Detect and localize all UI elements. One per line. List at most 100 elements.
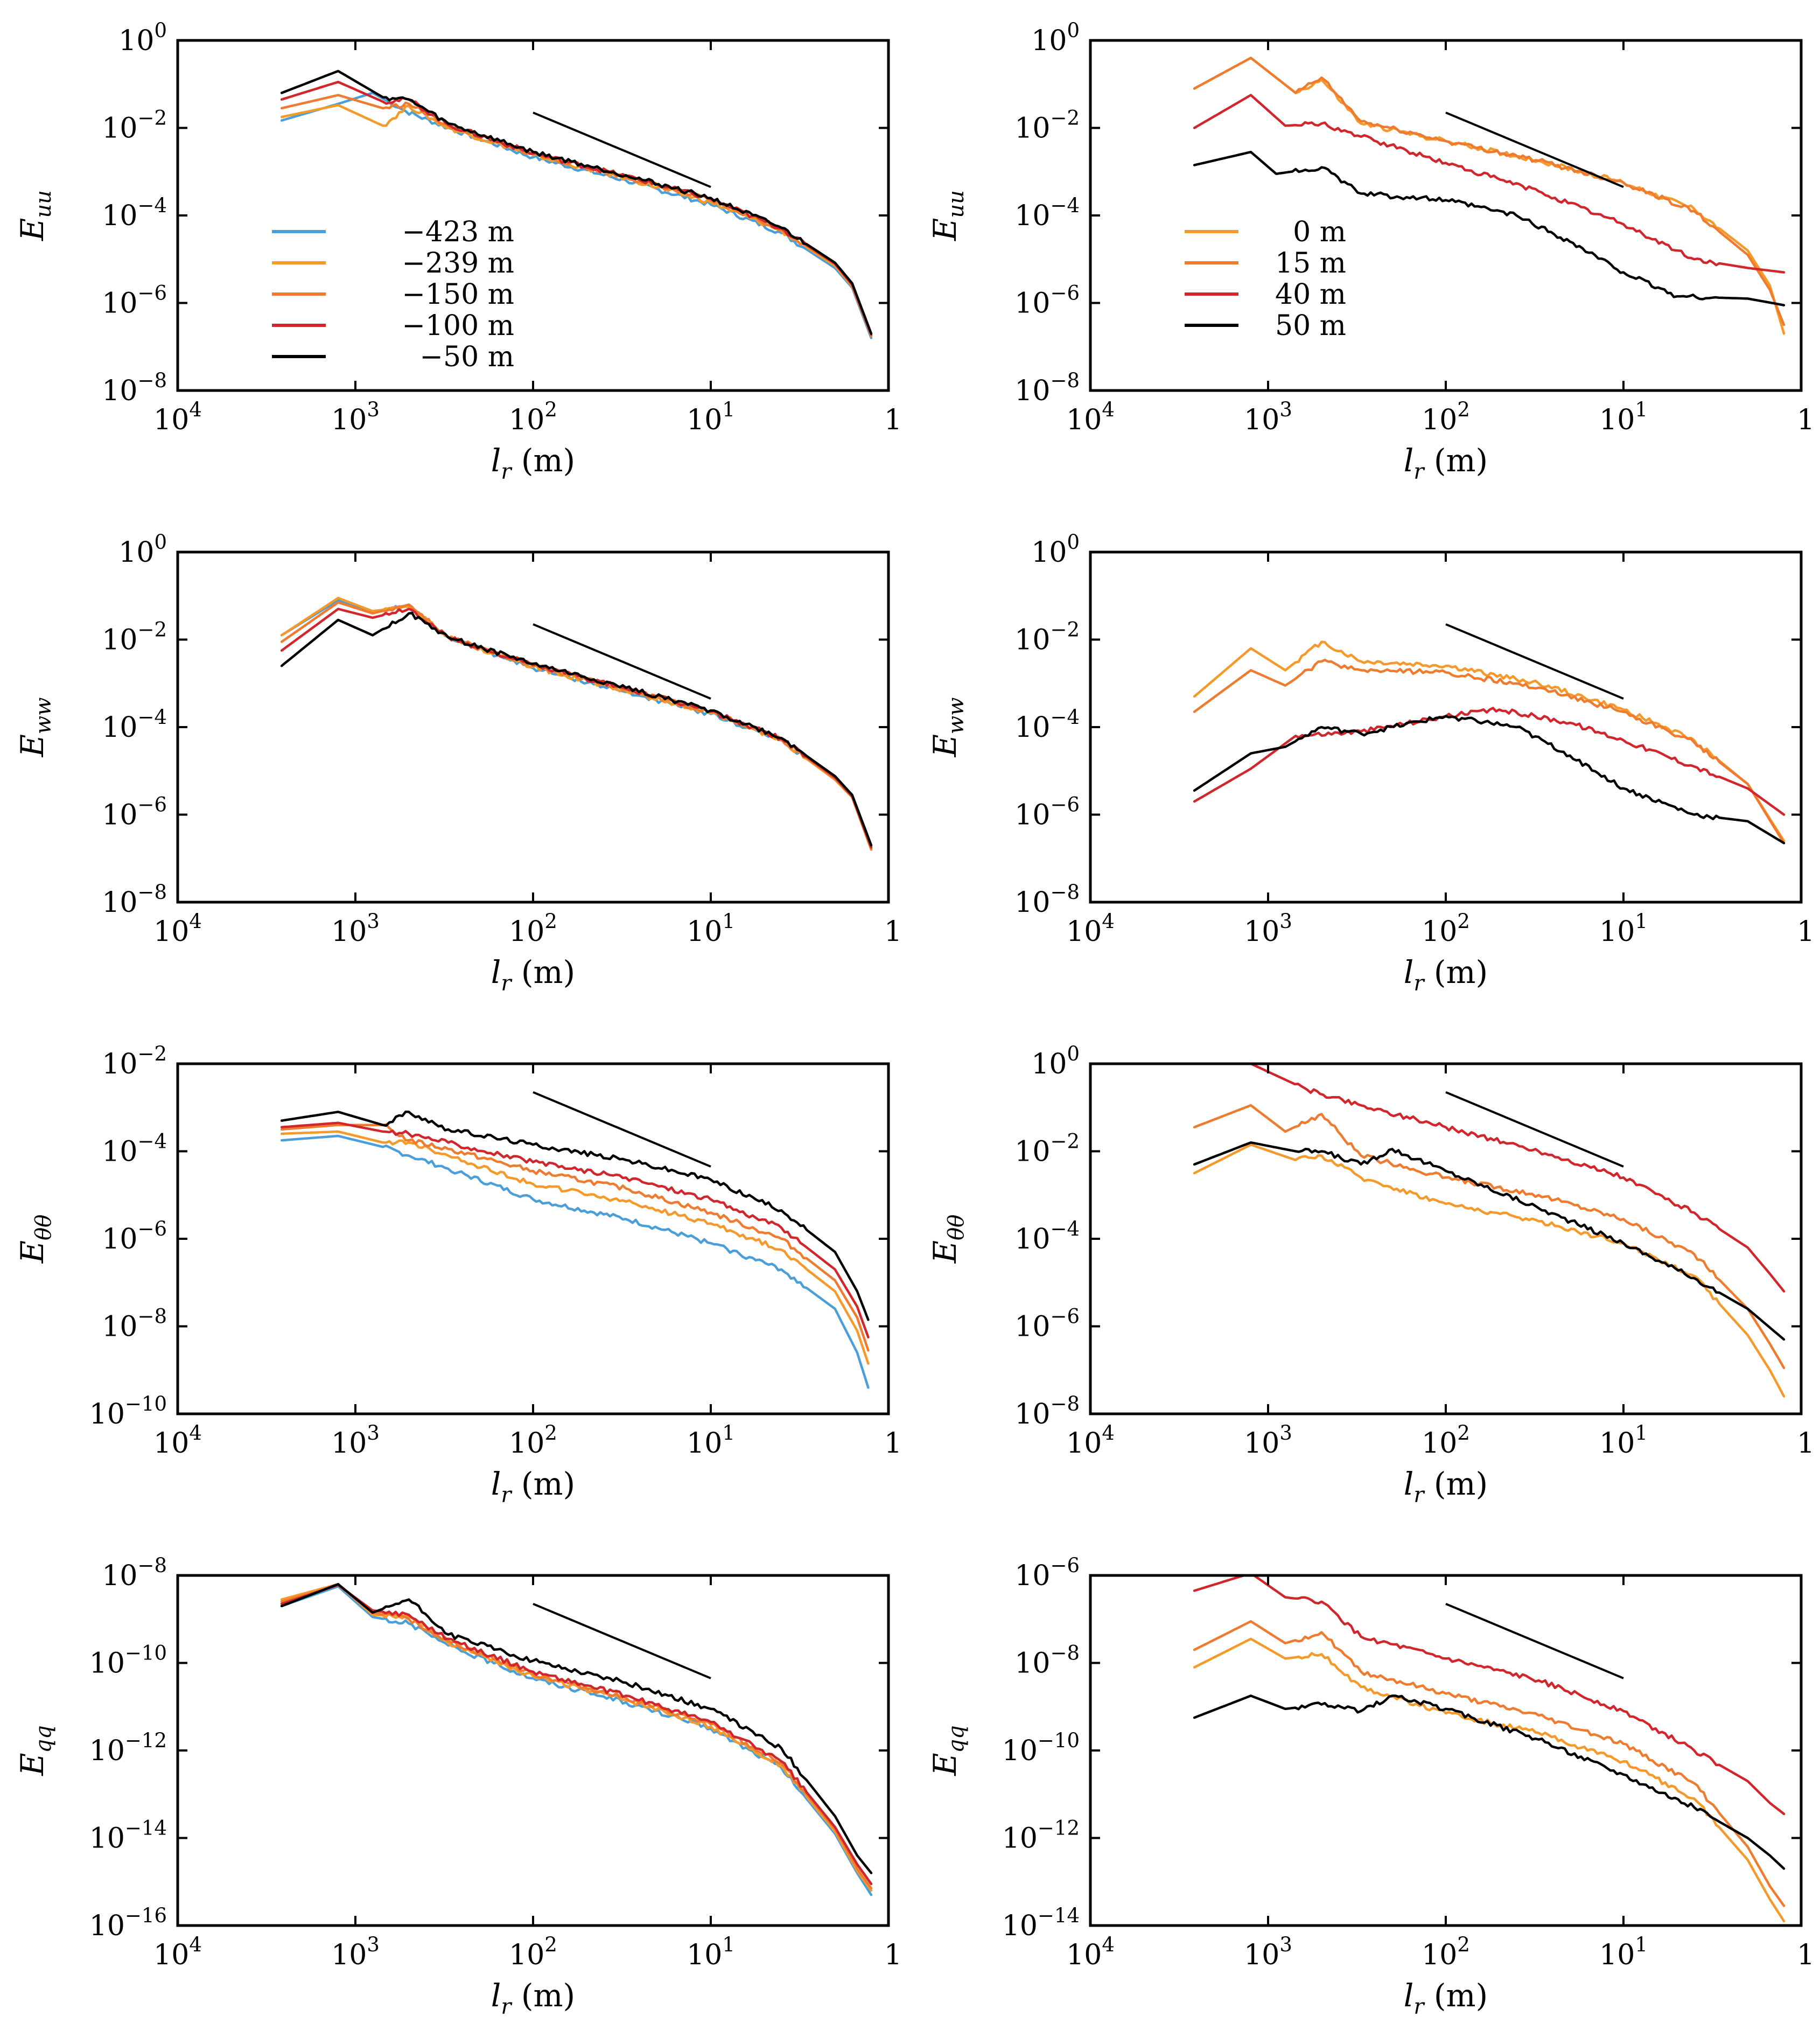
y-tick-label: 100 — [118, 531, 167, 569]
series-line — [1193, 1694, 1786, 1870]
x-tick-label: 103 — [331, 1933, 380, 1971]
chart-panel-right-2: 104 103 102 101 1 100 10−2 10−4 10−6 10−8 lr (m) Ew… — [927, 531, 1815, 996]
series-group — [280, 597, 873, 851]
legend-label: −100 m — [402, 310, 514, 342]
x-tick-label: 1 — [1797, 1939, 1815, 1971]
reference-slope-line — [533, 1091, 711, 1168]
y-tick-label: 10−8 — [1014, 369, 1080, 407]
series-line — [1221, 1064, 1786, 1293]
series-line — [280, 597, 873, 851]
x-tick-label: 104 — [1066, 1933, 1115, 1971]
reference-slope-line — [533, 1602, 711, 1679]
x-axis-label: lr (m) — [1404, 1466, 1488, 1508]
x-tick-label: 104 — [153, 398, 202, 436]
y-tick-label: 10−12 — [89, 1729, 167, 1767]
series-line — [280, 1121, 870, 1339]
series-line — [280, 1583, 873, 1890]
series-line — [1193, 1620, 1786, 1907]
x-tick-label: 101 — [1599, 910, 1648, 948]
x-tick-label: 1 — [1797, 1427, 1815, 1460]
y-axis-label: Euu — [927, 190, 969, 241]
chart-panel-left-1: 104 103 102 101 1 100 10−2 10−4 10−6 10−8 lr (m) Eu… — [14, 19, 902, 484]
x-axis-label: lr (m) — [1404, 442, 1488, 484]
series-group — [1193, 640, 1786, 845]
x-tick-label: 1 — [884, 1427, 902, 1460]
x-tick-label: 101 — [1599, 1421, 1648, 1460]
series-line — [280, 1583, 873, 1892]
series-line — [1193, 1637, 1786, 1923]
series-group — [280, 69, 873, 339]
x-axis-label: lr (m) — [491, 1466, 575, 1508]
y-tick-label: 10−14 — [1002, 1904, 1080, 1942]
y-tick-label: 10−4 — [102, 706, 167, 744]
series-line — [1193, 1104, 1786, 1369]
x-tick-label: 101 — [687, 910, 735, 948]
y-tick-label: 10−4 — [102, 194, 167, 232]
chart-panel-left-4: 104 103 102 101 1 10−8 10−10 10−12 10−14 10−16 lr … — [14, 1554, 902, 2019]
x-tick-label: 103 — [331, 1421, 380, 1460]
x-axis-label: lr (m) — [1404, 1977, 1488, 2019]
series-line — [280, 92, 873, 339]
series-line — [280, 1583, 873, 1874]
y-tick-label: 10−2 — [1014, 107, 1080, 145]
series-line — [1193, 640, 1786, 842]
x-tick-label: 103 — [1244, 1933, 1292, 1971]
x-tick-label: 104 — [153, 1933, 202, 1971]
y-tick-label: 10−10 — [89, 1642, 167, 1680]
series-line — [280, 69, 873, 335]
x-tick-label: 1 — [884, 916, 902, 948]
y-tick-label: 10−6 — [102, 282, 167, 320]
x-tick-label: 103 — [1244, 1421, 1292, 1460]
x-tick-label: 103 — [1244, 910, 1292, 948]
panels-group: 104 103 102 101 1 100 10−2 10−4 10−6 10−8 lr (m) Eu… — [14, 19, 1815, 2019]
reference-slope-line — [1445, 623, 1624, 700]
y-tick-label: 10−4 — [1014, 1217, 1080, 1255]
y-tick-label: 100 — [118, 19, 167, 57]
series-group — [1193, 1064, 1786, 1398]
chart-panel-left-3: 104 103 102 101 1 10−2 10−4 10−6 10−8 10−10 lr (m)… — [14, 1042, 902, 1508]
y-tick-label: 10−8 — [102, 369, 167, 407]
legend-label: −150 m — [402, 278, 514, 311]
y-tick-label: 10−2 — [1014, 1130, 1080, 1168]
y-tick-label: 10−8 — [1014, 1392, 1080, 1431]
x-tick-label: 102 — [509, 910, 557, 948]
series-line — [280, 608, 873, 849]
y-tick-label: 10−16 — [89, 1904, 167, 1942]
y-tick-label: 10−6 — [102, 793, 167, 832]
reference-slope-line — [1445, 1602, 1624, 1679]
x-tick-label: 101 — [1599, 398, 1648, 436]
x-tick-label: 102 — [509, 1933, 557, 1971]
y-tick-label: 100 — [1031, 19, 1080, 57]
y-tick-label: 10−8 — [1014, 881, 1080, 919]
y-tick-label: 100 — [1031, 531, 1080, 569]
x-tick-label: 101 — [687, 1933, 735, 1971]
series-line — [280, 1110, 870, 1321]
x-tick-label: 104 — [1066, 910, 1115, 948]
x-tick-label: 104 — [153, 910, 202, 948]
legend-label: 0 m — [1293, 216, 1346, 248]
plot-frame — [176, 550, 890, 904]
series-line — [280, 1130, 870, 1365]
x-tick-label: 1 — [1797, 404, 1815, 436]
x-tick-label: 103 — [331, 398, 380, 436]
x-axis-label: lr (m) — [491, 1977, 575, 2019]
series-line — [280, 104, 873, 337]
y-axis-label: Eθθ — [927, 1215, 969, 1264]
x-tick-label: 103 — [331, 910, 380, 948]
x-tick-label: 102 — [509, 1421, 557, 1460]
series-line — [280, 601, 873, 850]
y-axis-label: Eqq — [14, 1725, 56, 1776]
y-tick-label: 10−4 — [1014, 194, 1080, 232]
x-tick-label: 102 — [509, 398, 557, 436]
x-tick-label: 103 — [1244, 398, 1292, 436]
y-tick-label: 10−14 — [89, 1817, 167, 1855]
x-tick-label: 101 — [1599, 1933, 1648, 1971]
series-line — [1193, 57, 1786, 326]
series-line — [1193, 1141, 1786, 1341]
y-tick-label: 10−8 — [102, 1554, 167, 1592]
series-line — [280, 80, 873, 336]
y-tick-label: 10−2 — [102, 618, 167, 657]
y-axis-label: Eθθ — [14, 1215, 56, 1264]
series-group — [280, 1583, 873, 1896]
